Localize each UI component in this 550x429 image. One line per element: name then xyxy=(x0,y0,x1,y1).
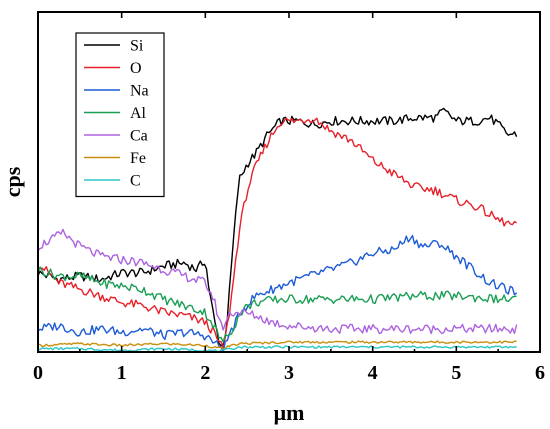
series-line-c xyxy=(38,345,517,353)
x-tick-label: 6 xyxy=(535,362,545,384)
series-line-ca xyxy=(37,228,518,335)
legend-box xyxy=(75,32,165,198)
legend-label-ca: Ca xyxy=(130,128,148,145)
legend-label-fe: Fe xyxy=(130,150,146,167)
x-axis-title: μm xyxy=(274,400,305,425)
x-tick-label: 0 xyxy=(33,362,43,384)
y-axis-title: cps xyxy=(0,166,25,197)
x-tick-label: 4 xyxy=(368,362,378,384)
series-line-si xyxy=(37,107,518,347)
series-line-al xyxy=(37,266,517,343)
x-tick-label: 2 xyxy=(200,362,210,384)
legend-label-si: Si xyxy=(130,38,144,55)
legend-label-na: Na xyxy=(130,83,149,100)
series-layer xyxy=(37,107,518,353)
axes: 0 1 2 3 4 5 6 xyxy=(33,11,545,384)
x-tick-label: 5 xyxy=(451,362,461,384)
legend-label-o: O xyxy=(130,60,142,77)
x-tick-label: 1 xyxy=(117,362,127,384)
legend: Si O Na Al Ca Fe C xyxy=(75,32,165,198)
series-line-fe xyxy=(37,340,517,350)
series-line-o xyxy=(37,117,517,351)
legend-label-al: Al xyxy=(130,105,147,122)
series-line-na xyxy=(37,234,518,353)
legend-label-c: C xyxy=(130,173,141,190)
x-tick-label: 3 xyxy=(284,362,294,384)
